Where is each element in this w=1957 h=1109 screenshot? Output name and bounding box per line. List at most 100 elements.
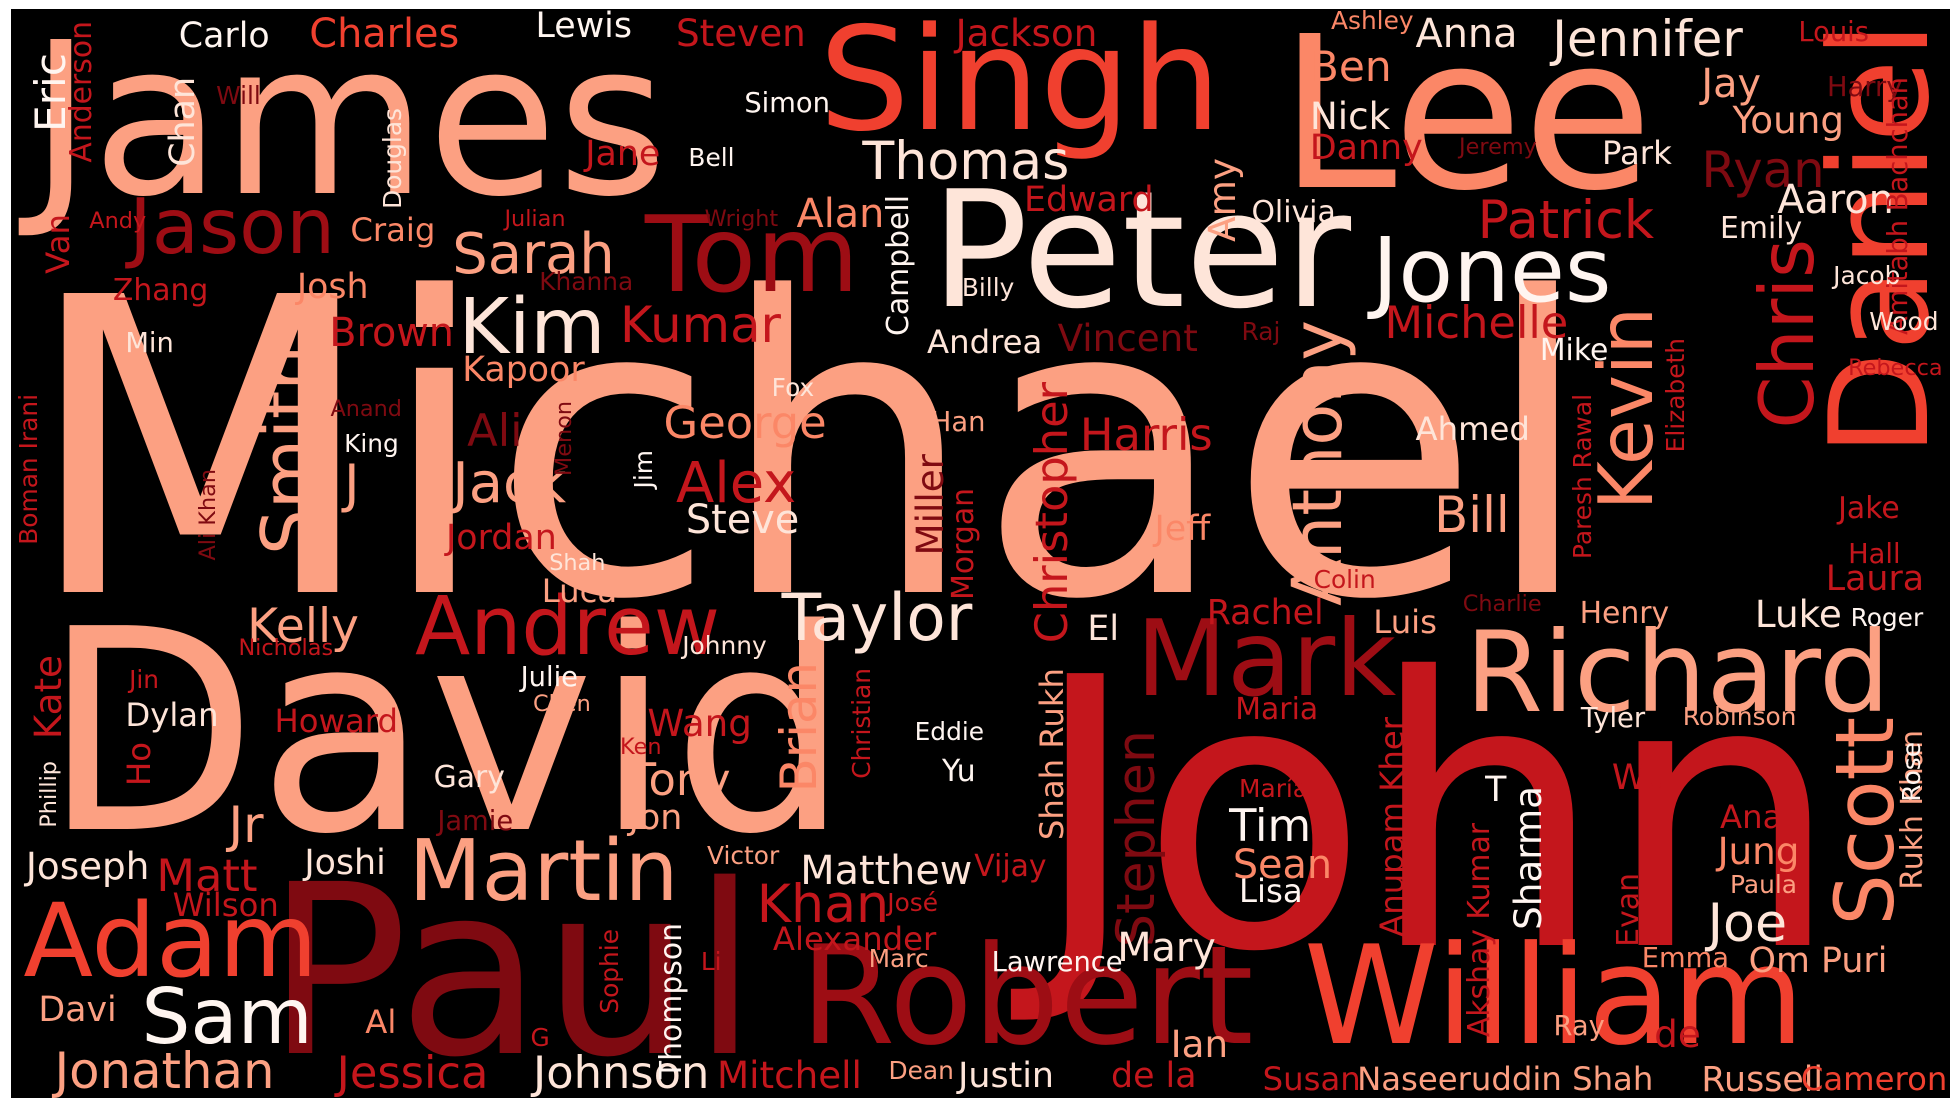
word-min: Min — [125, 327, 174, 359]
word-laura: Laura — [1825, 559, 1925, 600]
word-wright: Wright — [704, 205, 779, 232]
word-shah: Shah — [549, 550, 606, 577]
word-charlie: Charlie — [1462, 591, 1542, 618]
word-chris: Chris — [1744, 238, 1832, 429]
word-ian: Ian — [1170, 1021, 1229, 1066]
word-thompson: Thompson — [654, 922, 690, 1079]
word-wang: Wang — [647, 701, 752, 746]
word-christopher: Christopher — [1025, 381, 1079, 644]
word-christian: Christian — [846, 667, 876, 779]
word-joseph: Joseph — [25, 843, 150, 888]
word-luis: Luis — [1373, 602, 1437, 641]
word-mary: Mary — [1117, 924, 1216, 971]
word-sarah: Sarah — [452, 221, 615, 287]
word-anthony: Anthony — [1279, 319, 1359, 606]
word-brown: Brown — [329, 309, 454, 356]
word-andrea: Andrea — [927, 322, 1043, 361]
word-ben: Ben — [1309, 42, 1392, 92]
word-khanna: Khanna — [539, 267, 634, 297]
word-elizabeth: Elizabeth — [1661, 338, 1691, 453]
word-simon: Simon — [744, 87, 830, 119]
word-eddie: Eddie — [914, 716, 985, 746]
word-tyler: Tyler — [1580, 703, 1646, 735]
word-miller: Miller — [908, 453, 953, 556]
word-michael: Michael — [23, 211, 1595, 690]
word-justin: Justin — [958, 1056, 1054, 1097]
word-lisa: Lisa — [1239, 872, 1303, 911]
word-jr: Jr — [228, 795, 264, 854]
word-edward: Edward — [1024, 180, 1154, 220]
word-louis: Louis — [1798, 16, 1869, 48]
word-julian: Julian — [504, 205, 566, 232]
word-jonathan: Jonathan — [54, 1041, 275, 1098]
word-davi: Davi — [38, 990, 117, 1031]
word-jane: Jane — [585, 134, 661, 175]
word-maria: Maria — [1235, 692, 1319, 728]
word-g: G — [530, 1022, 550, 1052]
word-ali: Ali — [467, 404, 523, 458]
word-kumar: Kumar — [620, 296, 781, 355]
word-akshay-kumar: Akshay Kumar — [1462, 823, 1498, 1038]
word-alexander: Alexander — [772, 919, 937, 958]
word-jennifer: Jennifer — [1552, 10, 1743, 69]
word-ryan: Ryan — [1701, 140, 1825, 199]
word-al: Al — [365, 1002, 397, 1041]
word-craig: Craig — [350, 211, 436, 250]
word-singh: Singh — [818, 9, 1222, 163]
word-jeff: Jeff — [1154, 509, 1211, 550]
word-amitabh-bachchan: Amitabh Bachchan — [1883, 77, 1915, 336]
word-susan: Susan — [1262, 1060, 1361, 1098]
word-steve: Steve — [685, 497, 800, 544]
word-will: Will — [216, 80, 261, 110]
word-colin: Colin — [1313, 565, 1376, 595]
word-andy: Andy — [89, 208, 147, 235]
word-ana: Ana — [1720, 797, 1783, 836]
word-rebecca: Rebecca — [1848, 355, 1943, 382]
word-fox: Fox — [771, 372, 815, 402]
word-george: George — [663, 395, 827, 449]
word-lawrence: Lawrence — [991, 946, 1123, 978]
word-phillip: Phillip — [36, 760, 63, 828]
word-campbell: Campbell — [880, 195, 916, 337]
word-nick: Nick — [1309, 94, 1391, 139]
word-paula: Paula — [1729, 869, 1797, 899]
word-de: de — [1654, 1011, 1701, 1056]
word-j: J — [344, 454, 360, 515]
word-johnny: Johnny — [682, 631, 767, 661]
word-patrick: Patrick — [1477, 191, 1655, 252]
word-steven: Steven — [675, 11, 806, 56]
word-ahmed: Ahmed — [1415, 409, 1530, 448]
word-de-la: de la — [1111, 1056, 1197, 1097]
word-wu: Wu — [1611, 757, 1668, 798]
word-john: John — [1030, 599, 1841, 1034]
word-vijay: Vijay — [974, 848, 1047, 884]
word-howard: Howard — [274, 702, 398, 741]
word-emma: Emma — [1641, 942, 1729, 974]
word-chan: Chan — [163, 77, 204, 168]
word-mike: Mike — [1539, 332, 1609, 368]
word-emily: Emily — [1720, 211, 1803, 247]
word-bell: Bell — [688, 142, 735, 172]
word-menon: Menon — [550, 400, 577, 476]
word-anupam-kher: Anupam Kher — [1372, 717, 1411, 938]
word-lewis: Lewis — [535, 9, 632, 46]
word-om-puri: Om Puri — [1748, 940, 1888, 981]
word-shah-rukh: Shah Rukh — [1033, 667, 1072, 840]
word-lee: Lee — [1278, 9, 1653, 237]
word-douglas: Douglas — [378, 108, 408, 210]
word-rachel: Rachel — [1206, 592, 1324, 633]
word-kate: Kate — [25, 655, 70, 740]
word-jordan: Jordan — [446, 518, 557, 559]
word-joe: Joe — [1707, 893, 1788, 954]
word-michelle: Michelle — [1384, 296, 1569, 350]
word-anderson: Anderson — [63, 21, 99, 163]
word-sharma: Sharma — [1505, 785, 1550, 930]
word-kapoor: Kapoor — [462, 350, 585, 391]
word-tim: Tim — [1229, 799, 1312, 853]
word-king: King — [344, 428, 399, 458]
word-victor: Victor — [707, 841, 780, 871]
word-ken: Ken — [620, 734, 662, 761]
word-jeremy: Jeremy — [1459, 133, 1537, 160]
word-evan: Evan — [1611, 872, 1647, 947]
word-jose: José — [887, 888, 939, 918]
